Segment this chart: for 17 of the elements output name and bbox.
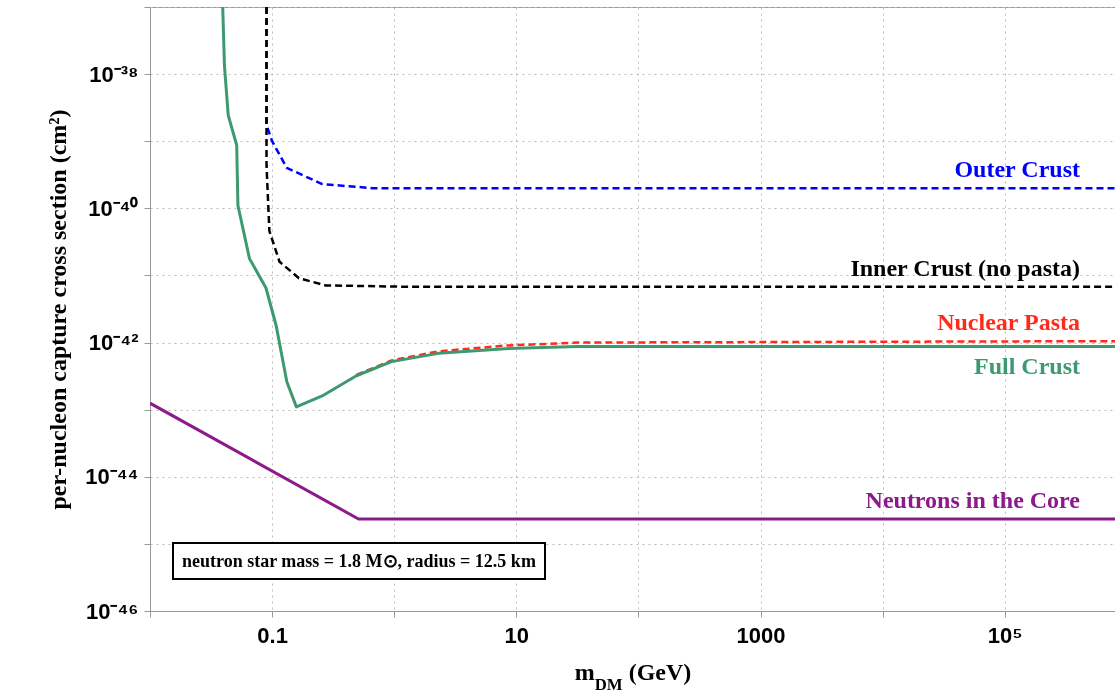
- x-tick-label: 10: [504, 622, 530, 648]
- y-tick-label: 10⁻⁴⁴: [85, 464, 139, 490]
- annotation: neutron star mass = 1.8 M⊙, radius = 12.5 km: [172, 542, 546, 580]
- y-tick-label: 10⁻³⁸: [89, 61, 139, 87]
- series-label: Neutrons in the Core: [865, 486, 1081, 513]
- x-tick-label: 10⁵: [987, 622, 1023, 648]
- series-label: Full Crust: [973, 352, 1080, 379]
- x-tick-label: 0.1: [257, 622, 288, 648]
- x-tick-label: 1000: [736, 622, 786, 648]
- y-tick-label: 10⁻⁴⁰: [88, 195, 139, 221]
- series-label: Outer Crust: [954, 156, 1080, 183]
- series-label: Nuclear Pasta: [937, 309, 1080, 336]
- y-tick-label: 10⁻⁴⁶: [86, 598, 139, 624]
- y-tick-label: 10⁻⁴²: [88, 330, 139, 356]
- series-label: Inner Crust (no pasta): [850, 254, 1080, 281]
- y-axis-title: per-nucleon capture cross section (cm²): [45, 109, 72, 510]
- x-axis-title: m$_{DM}$ (GeV): [574, 658, 692, 693]
